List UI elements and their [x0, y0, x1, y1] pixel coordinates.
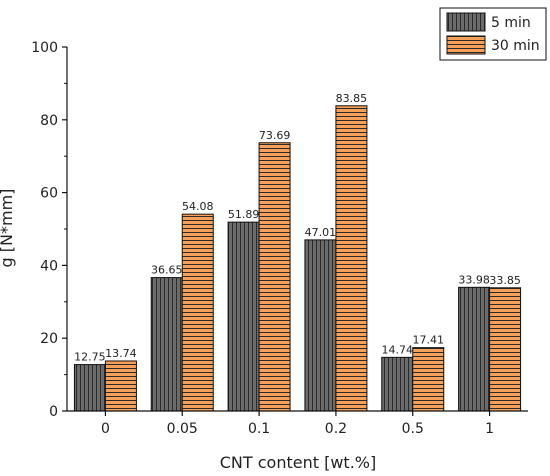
bar-30min-0.5	[412, 347, 445, 412]
bar-30min-0.1	[258, 142, 291, 412]
legend-label-5min: 5 min	[491, 15, 531, 31]
bar-5min-0.05	[150, 277, 183, 412]
x-tick-label-0.1: 0.1	[248, 421, 270, 437]
legend-swatch-30min	[446, 35, 486, 55]
x-tick-label-0: 0	[101, 421, 110, 437]
data-label-5min-0.2: 47.01	[305, 226, 337, 239]
y-tick-label-40: 40	[40, 258, 58, 274]
bar-30min-1	[489, 287, 522, 412]
data-label-30min-0: 13.74	[105, 347, 137, 360]
bar-30min-0.05	[181, 213, 214, 412]
x-tick-label-0.2: 0.2	[325, 421, 347, 437]
x-tick-label-0.5: 0.5	[402, 421, 424, 437]
x-tick-label-1: 1	[485, 421, 494, 437]
data-label-30min-0.2: 83.85	[336, 92, 368, 105]
data-label-5min-1: 33.98	[458, 273, 490, 286]
bar-5min-0.5	[381, 356, 414, 412]
bar-5min-0.2	[304, 239, 337, 412]
data-label-5min-0.05: 36.65	[151, 264, 183, 277]
y-axis-label: g [N*mm]	[0, 189, 16, 268]
data-label-30min-1: 33.85	[489, 274, 521, 287]
bar-30min-0	[104, 360, 137, 412]
y-tick-label-0: 0	[49, 404, 58, 420]
x-tick-label-0.05: 0.05	[167, 421, 198, 437]
y-axis: 0 20 40 60 80 100	[31, 40, 68, 420]
bar-5min-0.1	[227, 221, 260, 412]
data-label-5min-0.1: 51.89	[228, 208, 260, 221]
bar-5min-1	[458, 286, 491, 412]
data-label-30min-0.05: 54.08	[182, 200, 214, 213]
data-label-5min-0: 12.75	[74, 351, 106, 364]
data-label-30min-0.5: 17.41	[413, 334, 445, 347]
legend-swatch-5min	[446, 12, 486, 32]
x-axis: 0 0.05 0.1 0.2 0.5 1	[67, 410, 528, 437]
plot-area: 12.75 13.74 36.65 54.08 51.89 73.69 47.01 83.85…	[73, 92, 522, 412]
bar-5min-0	[73, 364, 106, 412]
x-axis-label: CNT content [wt.%]	[220, 453, 376, 472]
bar-30min-0.2	[335, 105, 368, 412]
y-tick-label-100: 100	[31, 40, 58, 56]
data-label-5min-0.5: 14.74	[382, 343, 414, 356]
data-label-30min-0.1: 73.69	[259, 129, 291, 142]
y-tick-label-20: 20	[40, 331, 58, 347]
legend-label-30min: 30 min	[491, 38, 540, 54]
y-tick-label-60: 60	[40, 186, 58, 202]
y-tick-label-80: 80	[40, 113, 58, 129]
legend: 5 min 30 min	[439, 7, 547, 61]
